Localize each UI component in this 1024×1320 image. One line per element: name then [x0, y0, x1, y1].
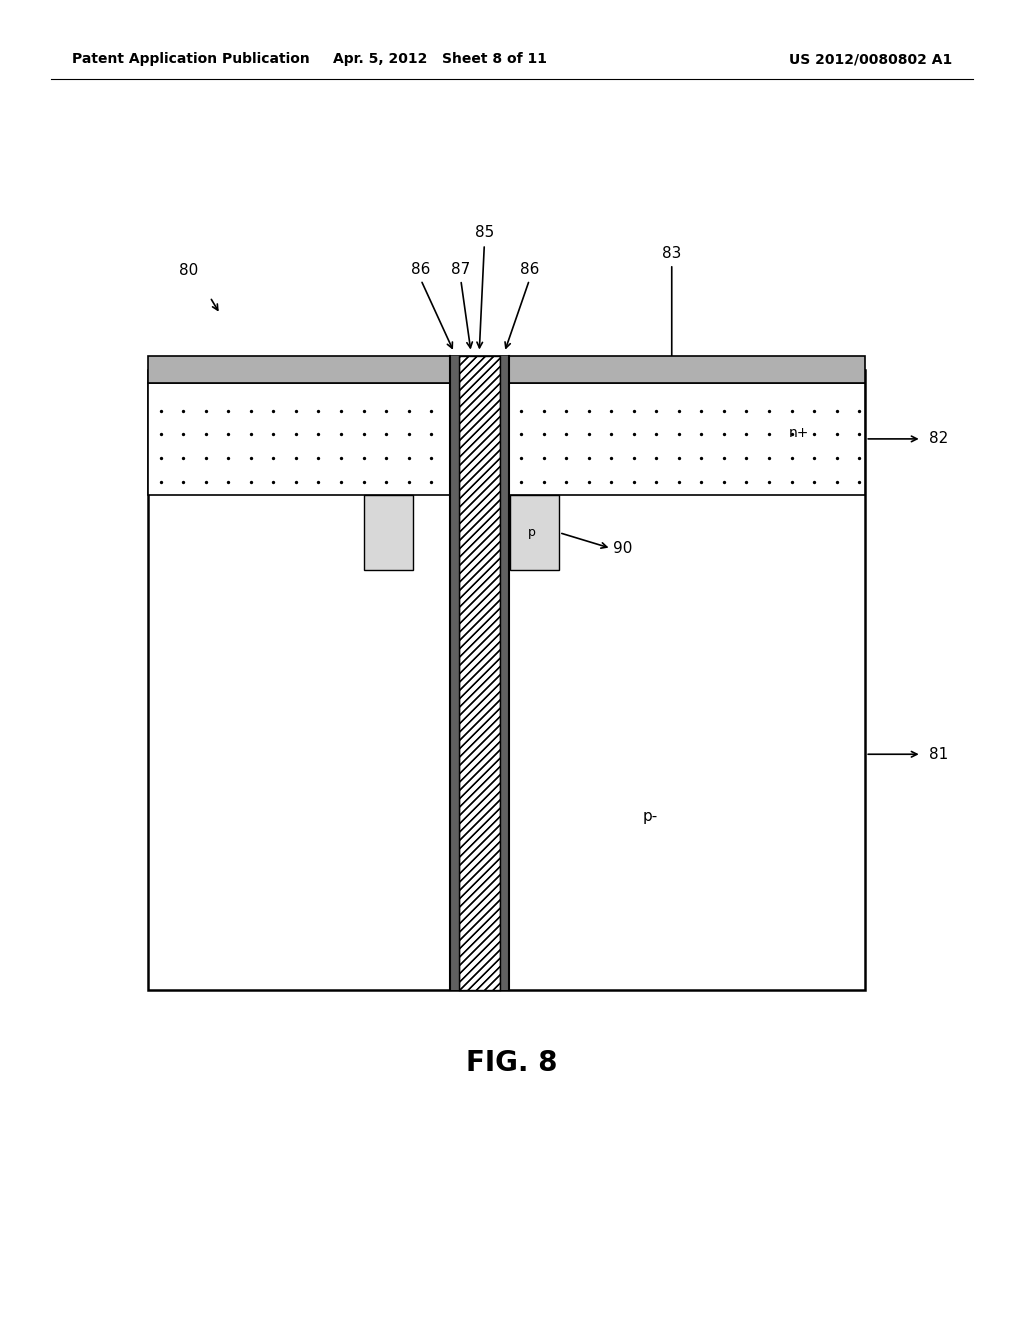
Bar — [148, 356, 865, 383]
Text: US 2012/0080802 A1: US 2012/0080802 A1 — [790, 53, 952, 66]
Bar — [364, 495, 413, 570]
Text: 81: 81 — [929, 747, 948, 762]
Bar — [450, 356, 459, 990]
Text: 83: 83 — [663, 247, 681, 261]
Text: 87: 87 — [452, 263, 470, 277]
Bar — [500, 356, 509, 990]
Text: 82: 82 — [929, 432, 948, 446]
Bar — [510, 495, 559, 570]
Text: FIG. 8: FIG. 8 — [466, 1048, 558, 1077]
Bar — [148, 383, 865, 495]
Text: n+: n+ — [788, 426, 809, 441]
Bar — [148, 370, 865, 990]
Text: 80: 80 — [179, 263, 199, 279]
Text: Patent Application Publication: Patent Application Publication — [72, 53, 309, 66]
Text: Apr. 5, 2012   Sheet 8 of 11: Apr. 5, 2012 Sheet 8 of 11 — [334, 53, 547, 66]
Text: 86: 86 — [520, 263, 539, 277]
Bar — [459, 356, 500, 990]
Bar — [459, 356, 500, 990]
Text: p: p — [528, 527, 536, 539]
Text: p-: p- — [643, 809, 657, 824]
Text: 86: 86 — [412, 263, 430, 277]
Text: 85: 85 — [475, 226, 494, 240]
Text: 90: 90 — [613, 541, 633, 556]
